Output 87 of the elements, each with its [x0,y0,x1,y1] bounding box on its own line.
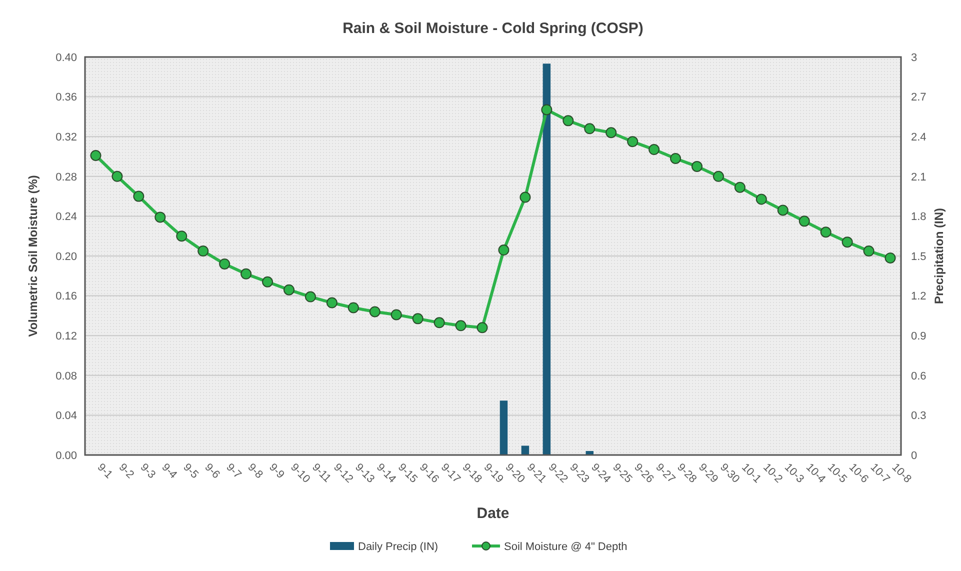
point [798,216,810,227]
y2-tick-label: 0.9 [911,330,926,342]
point [304,291,316,302]
x-tick-label: 9-17 [438,461,463,486]
point [498,244,510,256]
y2-tick-label: 1.8 [911,211,926,224]
x-tick-label: 9-4 [159,461,180,482]
point [112,170,123,182]
point [734,182,746,193]
y-tick-label: 0.20 [56,250,77,263]
y2-tick-label: 3 [911,52,918,64]
y2-tick-label: 0 [911,450,918,462]
y2-tick-label: 2.7 [911,92,926,104]
point [240,268,252,280]
y2-tick-label: 2.1 [911,171,926,184]
x-tick-label: 9-1 [94,461,115,482]
y-tick-label: 0.08 [56,370,77,382]
y2-tick-label: 2.4 [911,131,926,144]
point [842,236,853,248]
y2-tick-label: 1.5 [911,250,926,263]
point [476,322,488,334]
x-tick-label: 9-29 [696,461,720,486]
point [434,317,445,328]
x-tick-label: 9-10 [288,461,312,486]
point [176,230,188,242]
y-tick-label: 0.36 [56,92,77,104]
bar [542,64,551,455]
x-tick-label: 9-8 [245,461,265,482]
x-tick-label: 9-2 [116,461,136,482]
point [606,127,617,138]
point [884,252,896,264]
point [284,284,294,296]
x-tick-label: 10-4 [804,461,828,486]
x-tick-label: 9-6 [202,461,222,482]
y-tick-label: 0.00 [56,450,77,462]
point [133,190,144,202]
point [562,115,574,126]
y2-tick-label: 1.2 [911,290,926,303]
y-tick-label: 0.32 [56,131,77,144]
y-tick-label: 0.12 [56,330,77,342]
y-axis-title: Volumetric Soil Moisture (%) [26,175,40,337]
point [348,302,359,314]
point [154,212,166,223]
x-tick-label: 9-30 [718,461,742,486]
point [820,226,832,238]
legend-label: Soil Moisture @ 4" Depth [504,540,628,553]
y-tick-label: 0.40 [56,52,77,64]
point [670,152,682,164]
point [648,144,660,156]
y2-tick-label: 0.6 [911,370,926,382]
bar [500,400,508,455]
point [520,192,531,203]
y-tick-label: 0.28 [56,171,77,184]
point [369,306,380,318]
x-tick-label: 9-5 [180,461,201,482]
y-tick-label: 0.04 [56,410,77,422]
point [627,136,638,148]
x-tick-label: 9-9 [266,461,286,482]
x-axis-title: Date [476,505,510,522]
legend-label: Daily Precip (IN) [358,540,438,553]
x-tick-label: 9-3 [138,461,158,482]
point [692,160,702,172]
point [198,246,209,257]
point [412,313,424,324]
bar [521,446,530,455]
y2-axis-title: Precipitation (IN) [932,208,946,304]
point [756,194,767,205]
point [777,204,788,216]
x-tick-label: 9-20 [502,461,527,486]
y-tick-label: 0.24 [56,211,77,224]
point [712,170,724,182]
x-tick-label: 9-27 [653,461,678,486]
y-tick-label: 0.16 [56,290,77,303]
point [455,320,466,332]
y2-tick-label: 0.3 [911,410,926,422]
point [863,246,874,257]
point [90,150,102,162]
point [326,297,338,308]
x-tick-label: 10-3 [782,461,806,486]
point [541,104,552,116]
x-tick-label: 9-19 [481,461,506,486]
point [262,276,274,288]
chart-title: Rain & Soil Moisture - Cold Spring (COSP) [342,20,644,37]
point [390,309,402,320]
x-tick-label: 9-7 [224,461,244,482]
point [219,258,230,270]
point [584,123,596,134]
